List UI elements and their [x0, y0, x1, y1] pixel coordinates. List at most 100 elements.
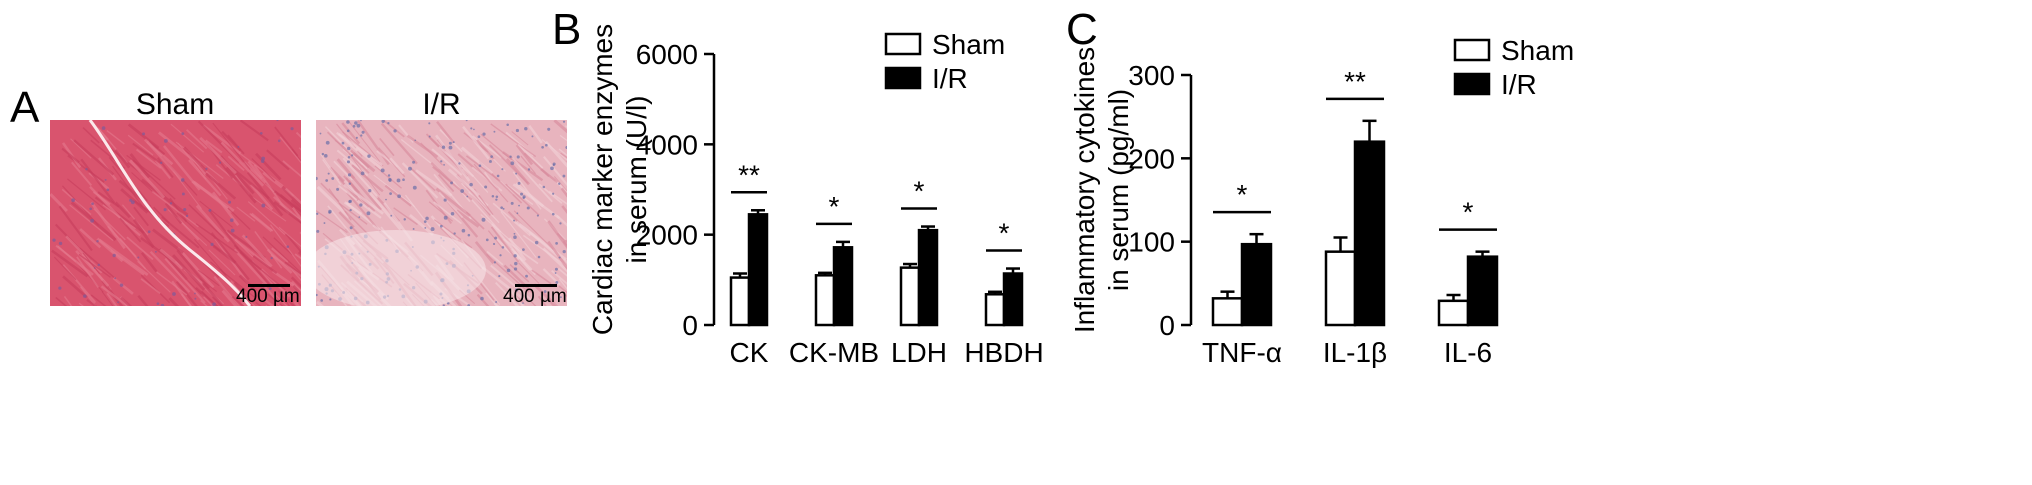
tissue-fiber [490, 264, 534, 302]
tissue-fiber [55, 296, 68, 306]
tissue-fiber [176, 246, 215, 289]
tissue-nucleus [510, 201, 514, 205]
bar-sham [1324, 250, 1357, 327]
tissue-fiber [547, 240, 567, 271]
tissue-fiber [202, 282, 224, 306]
tissue-fiber [383, 120, 405, 138]
tissue-nucleus [516, 212, 519, 215]
tissue-fiber [490, 123, 537, 158]
tissue-nucleus [522, 302, 524, 304]
tissue-nucleus [350, 154, 354, 157]
tissue-nucleus [514, 261, 518, 266]
tissue-fiber [213, 275, 240, 306]
tissue-fiber [233, 244, 262, 271]
tissue-fiber [61, 188, 92, 216]
tissue-nucleus [90, 218, 95, 223]
tissue-fiber [316, 185, 351, 219]
tissue-nucleus [440, 160, 443, 163]
y-tick-label: 200 [1128, 143, 1175, 174]
tissue-fiber [170, 123, 205, 153]
tissue-fiber [343, 183, 384, 215]
tissue-nucleus [513, 219, 516, 222]
tissue-fiber [151, 191, 199, 228]
tissue-nucleus [82, 294, 87, 298]
tissue-fiber [119, 217, 142, 243]
tissue-fiber [393, 207, 418, 226]
tissue-fiber [126, 236, 154, 261]
tissue-nucleus [112, 253, 116, 258]
tissue-nucleus [498, 275, 501, 278]
tissue-nucleus [536, 214, 539, 217]
tissue-fiber [58, 205, 93, 252]
tissue-fiber [123, 221, 141, 237]
tissue-nucleus [323, 154, 328, 158]
y-tick-label: 0 [1159, 310, 1175, 341]
tissue-nucleus [119, 283, 124, 287]
tissue-nucleus [510, 161, 515, 166]
tissue-fiber [199, 200, 233, 228]
tissue-nucleus [163, 208, 167, 212]
tissue-nucleus [450, 181, 454, 185]
tissue-fiber [474, 240, 495, 265]
tissue-fiber [270, 224, 301, 268]
tissue-fiber [560, 187, 567, 198]
tissue-nucleus [516, 155, 520, 159]
tissue-fiber [420, 142, 444, 166]
y-axis-label: Inflammatory cytokines [1069, 47, 1100, 333]
tissue-nucleus [97, 263, 101, 267]
tissue-fiber [227, 155, 245, 172]
tissue-fiber [338, 202, 368, 225]
tissue-fiber [79, 228, 102, 249]
tissue-nucleus [565, 146, 567, 149]
tissue-fiber [435, 187, 471, 217]
tissue-fiber [140, 178, 189, 217]
tissue-fiber [409, 167, 436, 192]
tissue-fiber [558, 278, 567, 290]
tissue-fiber [548, 190, 567, 205]
tissue-nucleus [492, 242, 496, 246]
bar-ir [1002, 272, 1024, 327]
tissue-nucleus [412, 160, 416, 164]
tissue-fiber [240, 300, 249, 306]
tissue-fiber [157, 157, 174, 178]
tissue-nucleus [316, 176, 318, 181]
tissue-fiber [236, 206, 256, 222]
tissue-nucleus [218, 161, 222, 164]
tissue-nucleus [367, 154, 371, 158]
tissue-fiber [146, 140, 183, 181]
tissue-nucleus [439, 224, 443, 228]
tissue-fiber [488, 144, 529, 184]
tissue-fiber [320, 182, 340, 203]
tissue-fiber [373, 174, 415, 208]
tissue-nucleus [130, 200, 135, 205]
scale-bar-sham [248, 284, 290, 287]
tissue-nucleus [477, 135, 481, 139]
tissue-fiber [511, 157, 553, 203]
histology-image-ir [316, 120, 567, 306]
tissue-nucleus [443, 163, 445, 166]
x-tick-label: IL-6 [1444, 337, 1492, 368]
tissue-nucleus [559, 296, 562, 299]
tissue-fiber [262, 236, 301, 274]
tissue-nucleus [230, 218, 234, 222]
tissue-nucleus [484, 185, 488, 189]
tissue-fiber [112, 276, 134, 295]
tissue-nucleus [71, 198, 75, 203]
tissue-fiber [295, 131, 301, 139]
tissue-nucleus [485, 238, 489, 242]
panel-letter-c: C [1066, 5, 1098, 54]
tissue-fiber [212, 191, 240, 226]
tissue-fiber [80, 158, 116, 204]
scale-label-ir: 400 µm [503, 286, 567, 307]
tissue-fiber [241, 234, 273, 268]
tissue-fiber [324, 126, 368, 170]
tissue-fiber [462, 125, 490, 160]
tissue-fiber [164, 257, 206, 304]
tissue-nucleus [185, 214, 189, 218]
tissue-nucleus [480, 296, 484, 301]
tissue-fiber [428, 201, 454, 222]
x-tick-label: CK [730, 337, 769, 368]
y-tick-label: 4000 [636, 129, 698, 160]
tissue-nucleus [396, 178, 401, 183]
tissue-fiber [132, 218, 155, 249]
